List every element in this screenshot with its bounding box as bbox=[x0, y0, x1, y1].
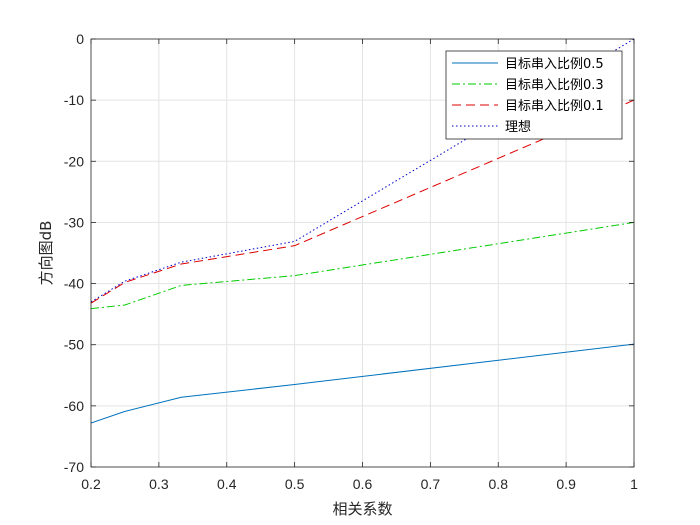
y-tick-label: -50 bbox=[64, 337, 84, 353]
x-tick-label: 0.8 bbox=[489, 476, 509, 492]
x-tick-label: 0.4 bbox=[217, 476, 237, 492]
axis-ticks: 0.2 0.3 0.4 0.5 0.6 0.7 0.8 0.9 1 0 -10 -20 -30 -40 -5… bbox=[64, 31, 638, 492]
x-tick-label: 0.9 bbox=[556, 476, 576, 492]
y-tick-label: -70 bbox=[64, 459, 84, 475]
legend-entry-2: 目标串入比例0.1 bbox=[505, 99, 604, 114]
x-tick-label: 0.7 bbox=[421, 476, 441, 492]
legend: 目标串入比例0.5 目标串入比例0.3 目标串入比例0.1 理想 bbox=[445, 50, 623, 140]
series-line-0 bbox=[91, 343, 634, 424]
series-line-1 bbox=[91, 221, 634, 310]
y-tick-label: -40 bbox=[64, 276, 84, 292]
legend-entry-1: 目标串入比例0.3 bbox=[505, 78, 604, 93]
y-tick-label: -30 bbox=[64, 214, 84, 230]
legend-box bbox=[445, 50, 623, 140]
series-line-2 bbox=[91, 99, 634, 304]
x-tick-label: 0.3 bbox=[149, 476, 169, 492]
y-tick-label: -60 bbox=[64, 398, 84, 414]
y-tick-label: -10 bbox=[64, 92, 84, 108]
legend-entry-3: 理想 bbox=[505, 119, 531, 135]
x-tick-label: 0.2 bbox=[81, 476, 101, 492]
y-axis-label: 方向图dB bbox=[37, 221, 55, 286]
y-tick-label: -20 bbox=[64, 153, 84, 169]
y-tick-label: 0 bbox=[76, 31, 84, 47]
x-axis-label: 相关系数 bbox=[332, 500, 392, 518]
x-tick-label: 0.5 bbox=[285, 476, 305, 492]
legend-entry-0: 目标串入比例0.5 bbox=[505, 57, 604, 72]
x-tick-label: 1 bbox=[630, 476, 638, 492]
x-tick-label: 0.6 bbox=[353, 476, 373, 492]
series-lines bbox=[91, 39, 634, 424]
